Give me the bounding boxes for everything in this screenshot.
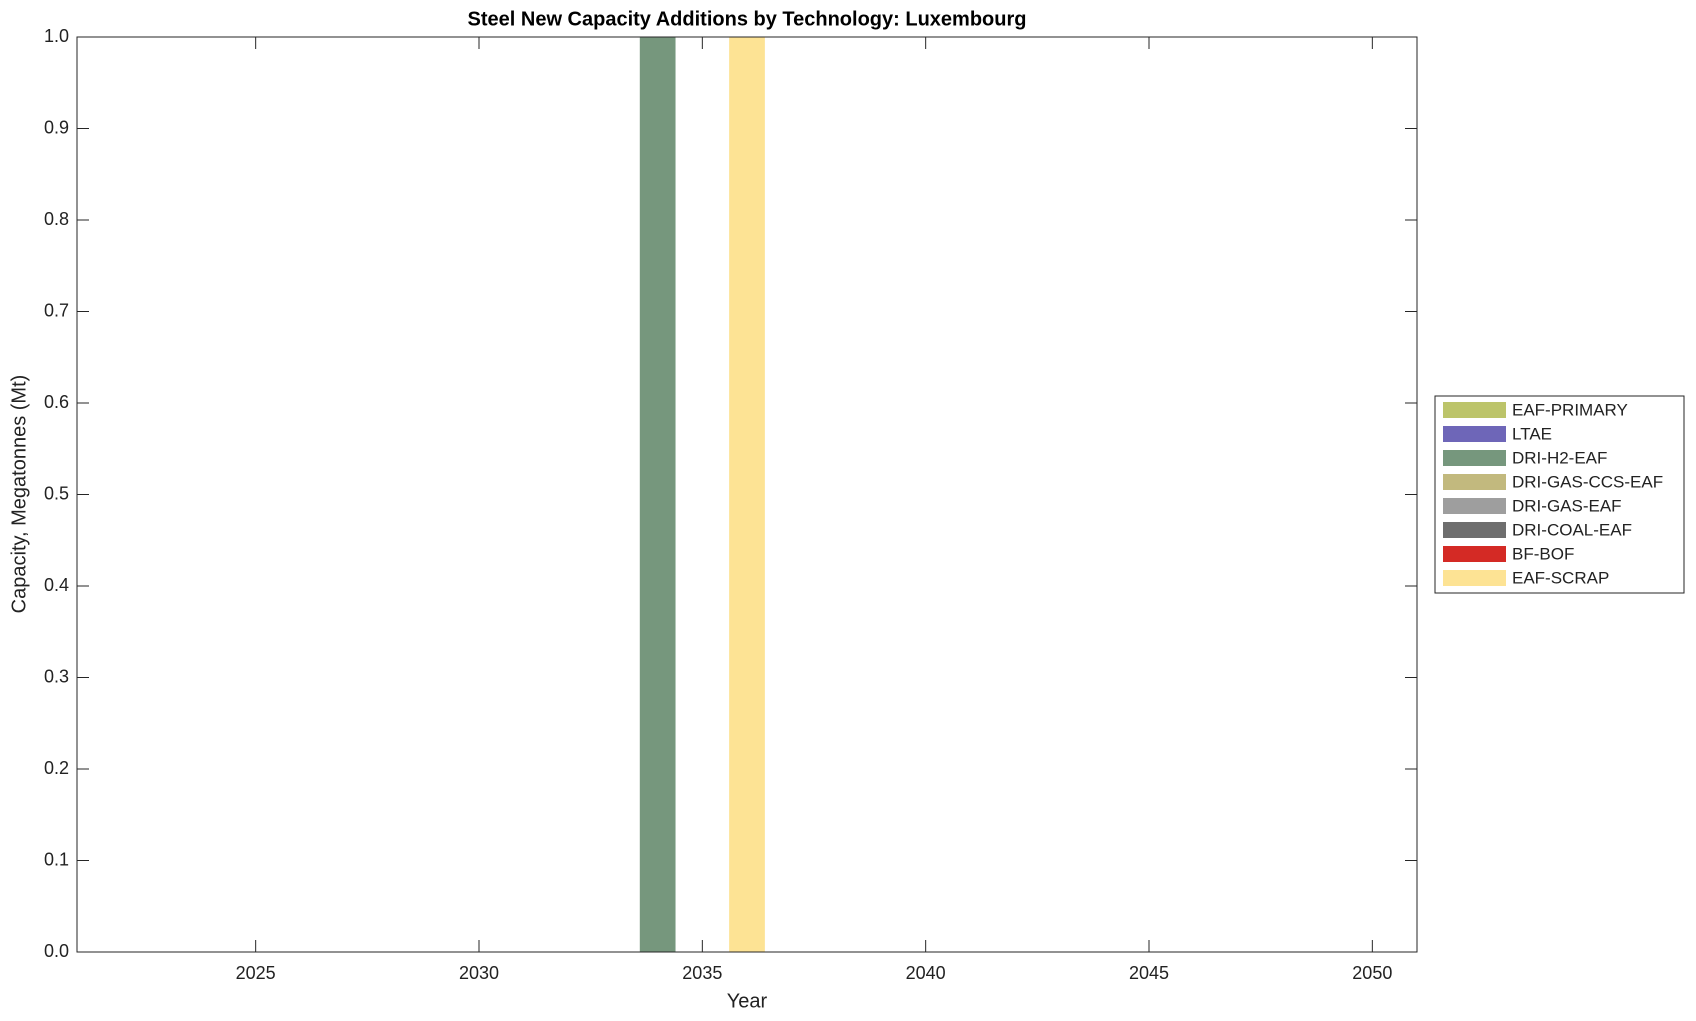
legend-label: EAF-SCRAP [1512,568,1609,587]
legend-swatch [1443,474,1506,490]
legend-swatch [1443,522,1506,538]
legend-label: DRI-GAS-EAF [1512,496,1622,515]
legend-label: DRI-GAS-CCS-EAF [1512,472,1663,491]
x-tick-label: 2050 [1352,963,1392,983]
y-tick-label: 0.6 [44,392,69,412]
y-tick-label: 0.0 [44,941,69,961]
chart-title: Steel New Capacity Additions by Technolo… [468,8,1027,30]
legend-swatch [1443,450,1506,466]
y-tick-label: 0.9 [44,117,69,137]
y-tick-label: 0.1 [44,849,69,869]
bar-segment [729,37,765,952]
legend-label: DRI-COAL-EAF [1512,520,1632,539]
legend-swatch [1443,426,1506,442]
y-tick-label: 1.0 [44,26,69,46]
x-tick-label: 2045 [1129,963,1169,983]
bar-segment [639,37,676,952]
legend-swatch [1443,498,1506,514]
y-axis-label: Capacity, Megatonnes (Mt) [8,375,30,614]
x-tick-label: 2030 [459,963,499,983]
legend-label: LTAE [1512,424,1552,443]
legend-label: BF-BOF [1512,544,1574,563]
y-tick-label: 0.8 [44,209,69,229]
y-tick-label: 0.4 [44,575,69,595]
legend-swatch [1443,402,1506,418]
x-tick-label: 2040 [906,963,946,983]
y-tick-label: 0.3 [44,666,69,686]
y-tick-label: 0.2 [44,758,69,778]
x-tick-label: 2025 [236,963,276,983]
y-tick-label: 0.5 [44,483,69,503]
legend-swatch [1443,570,1506,586]
legend-label: EAF-PRIMARY [1512,400,1628,419]
legend-swatch [1443,546,1506,562]
y-tick-label: 0.7 [44,300,69,320]
x-tick-label: 2035 [682,963,722,983]
legend-label: DRI-H2-EAF [1512,448,1607,467]
x-axis-label: Year [727,990,768,1012]
